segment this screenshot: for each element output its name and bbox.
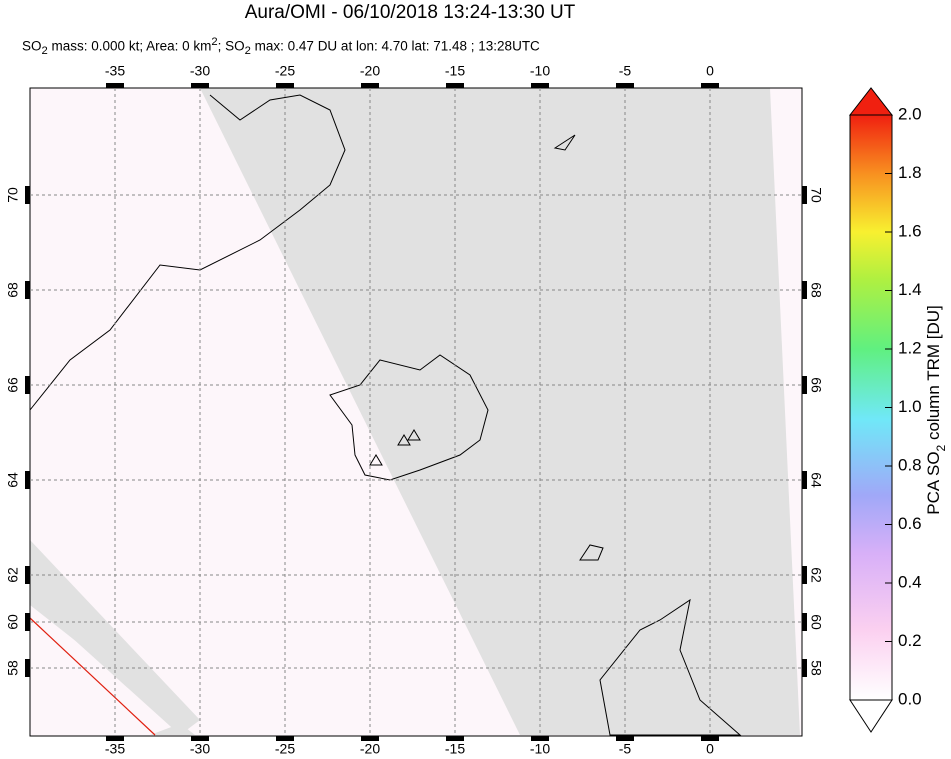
lon-label: 0: [706, 741, 714, 757]
lat-label: 66: [5, 377, 21, 393]
colorbar-tick-label: 0.0: [898, 689, 922, 708]
colorbar-tick-label: 1.0: [898, 397, 922, 416]
tick-bar: [276, 83, 294, 88]
colorbar-tick-label: 2.0: [898, 104, 922, 123]
colorbar-tick-label: 1.4: [898, 280, 922, 299]
lat-label: 68: [5, 282, 21, 298]
tick-bar: [106, 736, 124, 741]
tick-bar: [276, 736, 294, 741]
colorbar-tick-label: 1.2: [898, 338, 922, 357]
tick-bar: [802, 659, 807, 677]
subtitle-part: max: 0.47 DU at lon: 4.70 lat: 71.48 ; 1…: [250, 38, 540, 54]
lon-label: -20: [360, 741, 380, 757]
lat-label: 58: [808, 660, 824, 676]
subtitle-part: 2: [41, 45, 48, 58]
tick-bar: [25, 471, 30, 489]
tick-bar: [701, 83, 719, 88]
lon-label: -30: [190, 63, 210, 79]
lon-label: -15: [445, 63, 465, 79]
tick-bar: [25, 613, 30, 631]
lon-label: -35: [105, 63, 125, 79]
colorbar-tick-label: 1.6: [898, 221, 922, 240]
tick-bar: [191, 83, 209, 88]
colorbar-tick-label: 1.8: [898, 163, 922, 182]
lon-label: -15: [445, 741, 465, 757]
tick-bar: [25, 659, 30, 677]
lat-label: 70: [5, 187, 21, 203]
lon-label: -10: [530, 741, 550, 757]
tick-bar: [191, 736, 209, 741]
colorbar-tick-label: 0.6: [898, 514, 922, 533]
subtitle-part: 2: [211, 36, 218, 48]
lat-label: 60: [5, 614, 21, 630]
subtitle-part: SO: [22, 38, 42, 54]
tick-bar: [446, 83, 464, 88]
tick-bar: [701, 736, 719, 741]
lat-label: 64: [808, 472, 824, 488]
tick-bar: [25, 566, 30, 584]
colorbar-tick-label: 0.8: [898, 455, 922, 474]
tick-bar: [531, 736, 549, 741]
tick-bar: [802, 186, 807, 204]
colorbar-tick-label: 0.2: [898, 631, 922, 650]
colorbar-tick-label: 0.4: [898, 572, 922, 591]
lon-label: -25: [275, 63, 295, 79]
tick-bar: [616, 736, 634, 741]
lon-label: -5: [619, 741, 632, 757]
tick-bar: [106, 83, 124, 88]
tick-bar: [25, 186, 30, 204]
tick-bar: [802, 376, 807, 394]
lon-label: -35: [105, 741, 125, 757]
tick-bar: [531, 83, 549, 88]
colorbar-label-part: 2: [934, 444, 948, 451]
tick-bar: [446, 736, 464, 741]
colorbar-label-part: column TRM [DU]: [924, 305, 943, 445]
tick-bar: [616, 83, 634, 88]
tick-bar: [361, 736, 379, 741]
tick-bar: [802, 281, 807, 299]
subtitle-part: ; SO: [217, 38, 245, 54]
tick-bar: [25, 376, 30, 394]
lon-label: -5: [619, 63, 632, 79]
lon-label: -25: [275, 741, 295, 757]
lat-label: 62: [5, 567, 21, 583]
colorbar-label: PCA SO2 column TRM [DU]: [924, 305, 948, 515]
colorbar-label-part: PCA SO: [924, 451, 943, 514]
lat-label: 68: [808, 282, 824, 298]
colorbar-min-arrow: [849, 699, 893, 733]
subtitle-part: 2: [244, 45, 251, 58]
tick-bar: [25, 281, 30, 299]
lon-label: 0: [706, 63, 714, 79]
tick-bar: [802, 471, 807, 489]
lat-label: 60: [808, 614, 824, 630]
lat-label: 58: [5, 660, 21, 676]
lat-label: 70: [808, 187, 824, 203]
tick-bar: [361, 83, 379, 88]
tick-bar: [802, 566, 807, 584]
lon-label: -30: [190, 741, 210, 757]
colorbar-max-arrow: [848, 87, 894, 116]
map-frame: [29, 87, 803, 737]
lat-label: 64: [5, 472, 21, 488]
map-area: [30, 88, 802, 736]
lat-label: 66: [808, 377, 824, 393]
subtitle: SO2 mass: 0.000 kt; Area: 0 km2; SO2 max…: [22, 36, 540, 57]
tick-bar: [802, 613, 807, 631]
title: Aura/OMI - 06/10/2018 13:24-13:30 UT: [244, 2, 576, 23]
lon-label: -10: [530, 63, 550, 79]
lon-label: -20: [360, 63, 380, 79]
lat-label: 62: [808, 567, 824, 583]
subtitle-part: mass: 0.000 kt; Area: 0 km: [47, 38, 212, 54]
